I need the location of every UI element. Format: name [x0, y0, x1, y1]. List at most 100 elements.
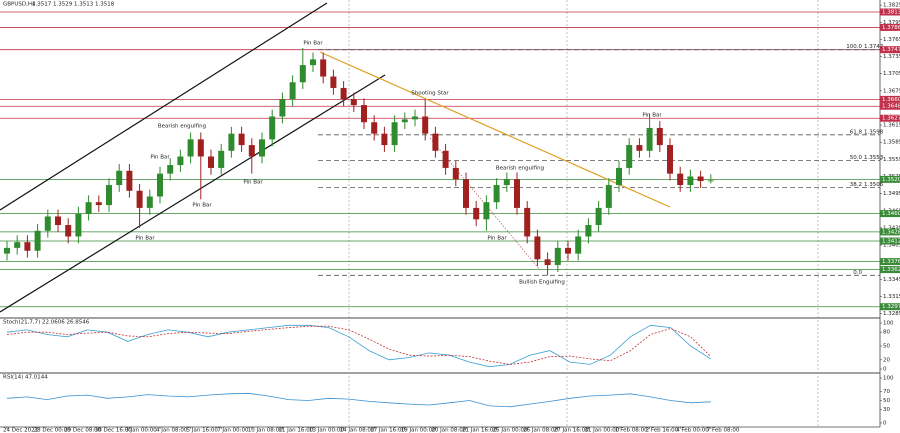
level-label: 1.3520 — [882, 177, 900, 183]
y-tick-label: 1.3795 — [883, 20, 900, 26]
candle-body — [626, 145, 633, 168]
candle-body — [361, 105, 367, 123]
x-tick-label: 13 Jan 00:00 — [309, 428, 344, 433]
y-tick-label: 0 — [883, 421, 887, 427]
y-tick-label: 70 — [883, 389, 890, 395]
candle-body — [238, 133, 245, 146]
channel-upper — [0, 2, 328, 211]
candle-body — [95, 202, 102, 206]
fib-price: 1.3553 — [864, 155, 884, 161]
candle-body — [534, 236, 541, 260]
candle-body — [585, 225, 592, 237]
x-tick-label: 4 Feb 00:00 — [676, 428, 709, 433]
y-tick-label: 30 — [883, 407, 890, 413]
level-label: 1.3747 — [882, 47, 900, 53]
level-tag — [880, 114, 900, 122]
candle-body — [697, 176, 704, 182]
candle-body — [656, 127, 663, 146]
annotation: Bearish engulfing — [496, 166, 544, 172]
level-tag — [880, 8, 900, 16]
level-tag — [880, 46, 900, 54]
candle-body — [299, 65, 306, 83]
x-tick-label: 17 Jan 16:00 — [370, 428, 405, 433]
candle-body — [197, 139, 204, 157]
candle-body — [432, 133, 439, 151]
candle-body — [4, 247, 10, 254]
y-tick-label: 1.3765 — [883, 37, 900, 43]
level-label: 1.3460 — [882, 211, 900, 217]
resistance-line — [319, 51, 671, 208]
y-tick-label: 1.3735 — [883, 54, 900, 60]
candle-body — [565, 247, 571, 254]
candle-body — [524, 207, 531, 237]
symbol: GBPUSD,H4 — [3, 2, 36, 8]
candle-body — [187, 139, 194, 157]
x-tick-label: 27 Jan 16:00 — [554, 428, 589, 433]
x-tick-label: 14 Jan 08:00 — [340, 428, 375, 433]
level-label: 1.3660 — [882, 97, 900, 103]
fib-level: 0.0 — [853, 270, 862, 276]
level-tag — [880, 237, 900, 245]
candle-body — [554, 247, 561, 266]
candle-body — [157, 173, 163, 197]
annotation: Shooting Star — [411, 91, 449, 97]
candle-body — [605, 185, 612, 208]
x-tick-label: 20 Jan 08:00 — [431, 428, 466, 433]
x-tick-label: 19 Jan 00:00 — [401, 428, 436, 433]
candle-body — [636, 145, 643, 151]
x-tick-label: 24 Dec 2021 — [3, 428, 38, 433]
level-label: 1.3362 — [882, 267, 900, 273]
candle-body — [463, 179, 469, 208]
candle-body — [167, 165, 174, 174]
indicator-line — [6, 325, 712, 365]
y-tick-label: 1.3555 — [883, 157, 900, 163]
y-tick-label: 1.3825 — [883, 3, 900, 9]
candle-body — [544, 259, 551, 266]
annotation: Bearish engulfing — [158, 124, 206, 130]
candle-body — [106, 185, 112, 206]
y-tick-label: 100 — [883, 321, 894, 327]
y-tick-label: 1.3285 — [883, 311, 900, 317]
level-label: 1.3376 — [882, 259, 900, 265]
level-label: 1.3412 — [882, 239, 900, 245]
y-tick-label: 1.3345 — [883, 277, 900, 283]
x-tick-label: 11 Jan 16:00 — [278, 428, 313, 433]
y-tick-label: 1.3405 — [883, 243, 900, 249]
levels — [0, 11, 880, 308]
x-tick-label: 26 Jan 08:00 — [523, 428, 558, 433]
candle-body — [707, 180, 714, 182]
candle-body — [24, 242, 31, 251]
indicator-line — [6, 392, 711, 408]
candle-body — [279, 99, 286, 117]
stoch-title: Stoch(21,7,7) 22.0606 26.8546 — [3, 320, 90, 326]
x-tick-label: 1 Feb 08:00 — [615, 428, 648, 433]
x-tick-label: 28 Dec 00:00 — [34, 428, 71, 433]
annotation: Pin Bar — [243, 180, 263, 186]
candle-body — [452, 167, 459, 180]
channel-lower — [0, 74, 386, 313]
annotation: Pin Bar — [487, 236, 507, 242]
candle-body — [269, 116, 276, 140]
candle-body — [65, 225, 72, 237]
fib-level: 50.0 — [850, 155, 863, 161]
level-label: 1.3813 — [882, 9, 900, 15]
candle-body — [136, 190, 143, 208]
candle-body — [85, 202, 92, 214]
ohlc: 1.3517 1.3529 1.3513 1.3518 — [32, 2, 115, 8]
candle-body — [116, 170, 123, 186]
annotation: Pin Bar — [135, 236, 155, 242]
y-tick-label: 1.3705 — [883, 71, 900, 77]
candle-body — [442, 150, 449, 168]
annotation: Pin Bar — [150, 155, 170, 161]
level-tag — [880, 228, 900, 236]
level-tag — [880, 258, 900, 266]
level-tag — [880, 102, 900, 110]
fib-level: 100.0 — [846, 44, 862, 50]
annotation: Pin Bar — [303, 41, 323, 47]
candle-body — [514, 179, 520, 208]
plot: 1.3825 1.3795 1.3765 1.3735 1.3705 1.3675 1.36… — [3, 3, 900, 433]
candle-body — [667, 145, 673, 174]
level-tag — [880, 210, 900, 218]
